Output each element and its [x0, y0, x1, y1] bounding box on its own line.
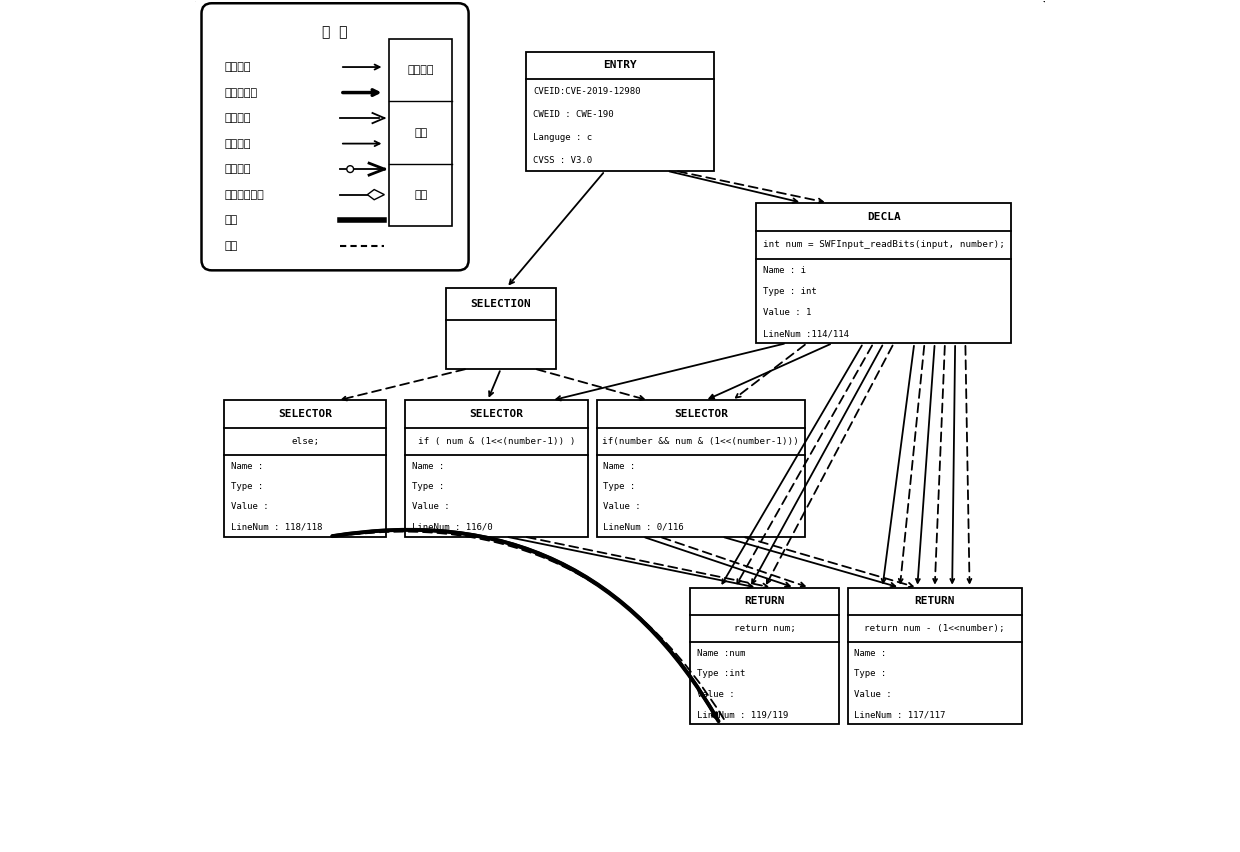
Text: if ( num & (1<<(number-1)) ): if ( num & (1<<(number-1)) )	[418, 437, 575, 446]
Text: Type : int: Type : int	[763, 287, 817, 296]
Text: 漏洞: 漏洞	[224, 216, 238, 225]
FancyArrowPatch shape	[662, 538, 805, 587]
FancyArrowPatch shape	[738, 345, 872, 584]
FancyArrowPatch shape	[723, 345, 862, 584]
Bar	[405, 400, 588, 537]
Text: Value :: Value :	[412, 503, 450, 511]
Text: Value :: Value :	[232, 503, 269, 511]
Text: 图  例: 图 例	[322, 26, 347, 39]
Bar	[596, 400, 805, 537]
FancyArrowPatch shape	[916, 346, 935, 583]
Text: Value :: Value :	[854, 689, 892, 699]
FancyArrowPatch shape	[966, 346, 971, 583]
Text: else;: else;	[291, 437, 320, 446]
Text: LineNum : 116/0: LineNum : 116/0	[412, 523, 492, 532]
FancyArrowPatch shape	[332, 530, 717, 718]
Text: Value :: Value :	[697, 689, 734, 699]
Text: 补丁: 补丁	[224, 240, 238, 250]
Text: 属性: 属性	[414, 190, 428, 200]
Text: CVEID:CVE-2019-12980: CVEID:CVE-2019-12980	[533, 87, 641, 96]
Text: if(number && num & (1<<(number-1))): if(number && num & (1<<(number-1)))	[603, 437, 800, 446]
Text: Name :: Name :	[232, 462, 264, 470]
Text: Value :: Value :	[604, 503, 641, 511]
FancyArrowPatch shape	[557, 343, 784, 400]
Text: CWEID : CWE-190: CWEID : CWE-190	[533, 110, 614, 119]
FancyArrowPatch shape	[332, 530, 718, 722]
Polygon shape	[367, 189, 384, 199]
Text: DECLA: DECLA	[867, 212, 900, 222]
Text: 赋値传参: 赋値传参	[224, 113, 250, 123]
FancyArrowPatch shape	[342, 369, 465, 400]
Text: Name :: Name :	[604, 462, 636, 470]
FancyArrowPatch shape	[670, 171, 797, 203]
Text: 引用传参: 引用传参	[224, 139, 250, 148]
Text: Name :num: Name :num	[697, 648, 745, 658]
Bar	[756, 203, 1012, 343]
Text: RETURN: RETURN	[914, 596, 955, 607]
FancyArrowPatch shape	[745, 538, 913, 587]
Text: Name :: Name :	[854, 648, 887, 658]
FancyArrowPatch shape	[510, 173, 603, 284]
FancyArrowPatch shape	[751, 346, 883, 584]
FancyBboxPatch shape	[201, 3, 469, 270]
Text: 声明依赖: 声明依赖	[224, 164, 250, 174]
Bar	[847, 588, 1022, 723]
Text: Languge : c: Languge : c	[533, 133, 593, 142]
Text: 数据流依赖: 数据流依赖	[224, 88, 258, 98]
Text: CVSS : V3.0: CVSS : V3.0	[533, 156, 593, 165]
Text: 节点类型: 节点类型	[408, 65, 434, 75]
FancyArrowPatch shape	[508, 537, 753, 588]
Text: LineNum :114/114: LineNum :114/114	[763, 329, 849, 338]
FancyArrowPatch shape	[882, 346, 914, 583]
Bar	[527, 52, 713, 170]
FancyBboxPatch shape	[186, 0, 1052, 852]
FancyArrowPatch shape	[336, 532, 725, 722]
Text: Name : i: Name : i	[763, 266, 806, 275]
FancyArrowPatch shape	[899, 346, 924, 583]
Bar	[389, 39, 453, 226]
Text: SELECTOR: SELECTOR	[470, 409, 523, 419]
FancyArrowPatch shape	[709, 344, 830, 399]
FancyArrowPatch shape	[489, 371, 500, 396]
Circle shape	[347, 165, 353, 172]
Text: LineNum : 119/119: LineNum : 119/119	[697, 710, 789, 719]
Text: SELECTION: SELECTION	[470, 299, 531, 309]
Text: SELECTOR: SELECTOR	[673, 409, 728, 419]
Bar	[691, 588, 839, 723]
Text: Type :: Type :	[232, 482, 264, 491]
Text: int num = SWFInput_readBits(input, number);: int num = SWFInput_readBits(input, numbe…	[763, 240, 1004, 250]
Text: ENTRY: ENTRY	[603, 60, 637, 71]
Text: 语句: 语句	[414, 128, 428, 137]
FancyArrowPatch shape	[527, 537, 768, 588]
FancyArrowPatch shape	[645, 538, 790, 587]
Text: 函数调用依赖: 函数调用依赖	[224, 190, 264, 199]
Text: Type :: Type :	[604, 482, 636, 491]
Text: Type :: Type :	[412, 482, 444, 491]
FancyArrowPatch shape	[735, 345, 805, 398]
Bar	[224, 400, 386, 537]
Text: Value : 1: Value : 1	[763, 308, 811, 317]
FancyArrowPatch shape	[950, 346, 955, 583]
Text: 控制依赖: 控制依赖	[224, 62, 250, 72]
Text: return num;: return num;	[734, 624, 796, 633]
FancyArrowPatch shape	[678, 171, 823, 203]
Bar	[445, 288, 557, 369]
FancyArrowPatch shape	[724, 538, 895, 587]
Text: RETURN: RETURN	[744, 596, 785, 607]
Text: Name :: Name :	[412, 462, 444, 470]
Text: LineNum : 117/117: LineNum : 117/117	[854, 710, 946, 719]
Text: Type :: Type :	[854, 669, 887, 678]
Text: return num - (1<<number);: return num - (1<<number);	[864, 624, 1006, 633]
FancyArrowPatch shape	[537, 369, 644, 400]
Text: Type :int: Type :int	[697, 669, 745, 678]
Text: LineNum : 118/118: LineNum : 118/118	[232, 523, 322, 532]
Text: LineNum : 0/116: LineNum : 0/116	[604, 523, 684, 532]
Text: SELECTOR: SELECTOR	[278, 409, 332, 419]
FancyArrowPatch shape	[766, 346, 893, 584]
FancyArrowPatch shape	[934, 346, 945, 583]
